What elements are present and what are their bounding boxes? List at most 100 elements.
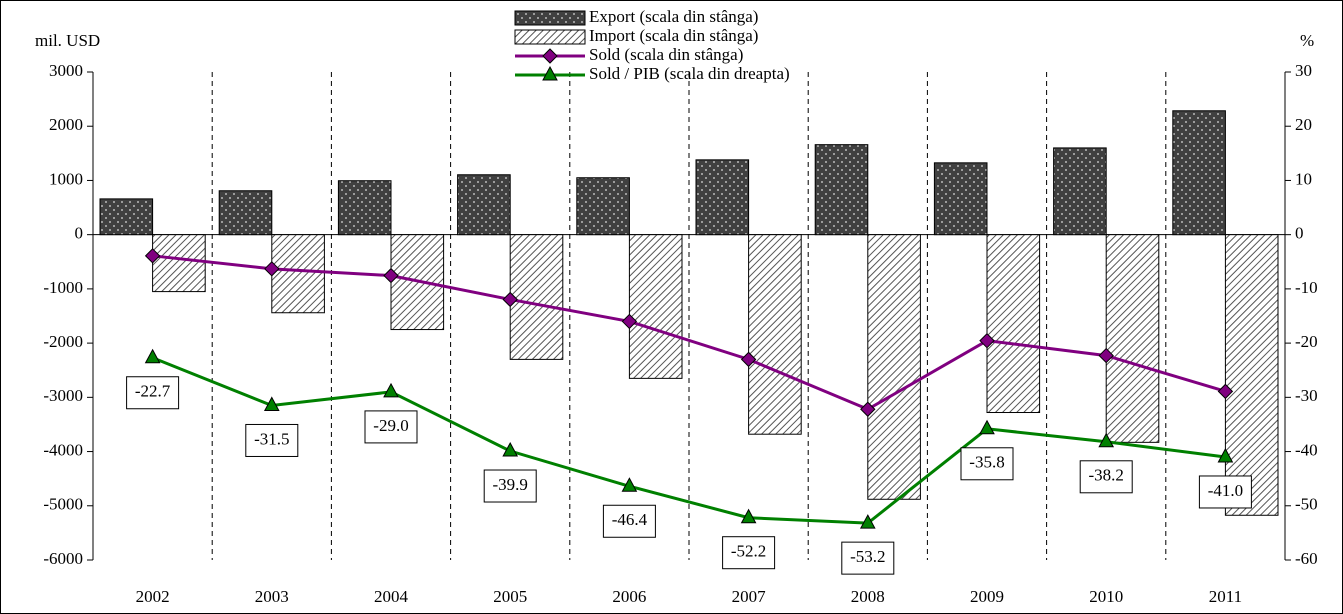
x-tick-label: 2004 xyxy=(374,587,409,606)
marker xyxy=(740,351,757,368)
data-label: -35.8 xyxy=(969,453,1004,472)
bar xyxy=(814,144,869,236)
x-tick-label: 2010 xyxy=(1089,587,1123,606)
legend-label: Sold (scala din stânga) xyxy=(589,45,743,64)
data-label-box xyxy=(1198,475,1252,509)
legend-swatch xyxy=(514,10,586,26)
y-tick-label: 2000 xyxy=(49,115,83,134)
y2-tick-label: 20 xyxy=(1295,115,1312,134)
data-label: -38.2 xyxy=(1088,466,1123,485)
data-label-box xyxy=(364,410,418,444)
x-tick-label: 2011 xyxy=(1209,587,1242,606)
x-tick-label: 2006 xyxy=(612,587,646,606)
legend-swatch xyxy=(514,29,586,45)
marker xyxy=(740,508,757,524)
data-label: -41.0 xyxy=(1208,481,1243,500)
data-label-box xyxy=(245,423,299,457)
x-tick-label: 2007 xyxy=(732,587,767,606)
y-tick-label: -5000 xyxy=(43,495,83,514)
line xyxy=(152,254,1226,411)
marker xyxy=(383,382,399,398)
y2-tick-label: 30 xyxy=(1295,61,1312,80)
y-tick-label: 1000 xyxy=(49,169,83,188)
x-tick-label: 2008 xyxy=(851,587,885,606)
bar xyxy=(271,234,325,314)
data-label: -22.7 xyxy=(135,382,171,401)
data-label-box xyxy=(1079,460,1133,494)
data-label: -31.5 xyxy=(254,429,289,448)
marker xyxy=(383,267,399,284)
data-label-box xyxy=(841,541,895,575)
marker xyxy=(621,477,638,492)
legend-label: Sold / PIB (scala din dreapta) xyxy=(589,64,790,83)
y2-tick-label: -10 xyxy=(1295,278,1318,297)
bar xyxy=(1053,147,1107,236)
marker xyxy=(144,348,161,364)
marker xyxy=(860,401,876,417)
y2-tick-label: -30 xyxy=(1295,386,1318,405)
bar xyxy=(986,234,1041,414)
marker xyxy=(1098,347,1114,364)
y2-tick-label: -60 xyxy=(1295,549,1318,568)
data-label: -53.2 xyxy=(850,547,885,566)
marker xyxy=(1098,432,1115,448)
data-label-box xyxy=(722,536,776,570)
y-tick-label: -6000 xyxy=(43,549,83,568)
marker xyxy=(859,514,876,529)
y-tick-label: -4000 xyxy=(43,440,83,459)
data-label: -46.4 xyxy=(612,510,648,529)
marker xyxy=(1217,383,1234,400)
data-label-box xyxy=(483,469,537,503)
data-label: -29.0 xyxy=(373,416,408,435)
legend-label: Import (scala din stânga) xyxy=(589,26,758,45)
marker xyxy=(502,291,518,308)
bar xyxy=(457,174,511,236)
data-label-box xyxy=(126,376,180,410)
data-label: -39.9 xyxy=(492,475,527,494)
marker xyxy=(621,313,638,330)
bar xyxy=(218,190,273,236)
legend-marker xyxy=(542,65,558,81)
bar xyxy=(576,177,630,236)
bar xyxy=(99,198,154,236)
bar xyxy=(933,162,988,236)
bar xyxy=(337,180,392,236)
legend-marker xyxy=(542,48,558,64)
y2-tick-label: 0 xyxy=(1295,224,1304,243)
y2-tick-label: -50 xyxy=(1295,495,1318,514)
y2-tick-label: -40 xyxy=(1295,440,1318,459)
marker xyxy=(144,248,161,264)
data-label: -52.2 xyxy=(731,542,766,561)
bar xyxy=(1105,234,1160,443)
bar xyxy=(695,159,750,236)
marker xyxy=(979,419,995,435)
legend-label: Export (scala din stânga) xyxy=(589,7,758,26)
y-tick-label: -3000 xyxy=(43,386,83,405)
marker xyxy=(263,396,280,411)
bar xyxy=(748,234,802,435)
bar xyxy=(628,234,683,379)
bar xyxy=(1172,110,1226,236)
y2-axis-label: % xyxy=(1300,31,1314,50)
x-tick-label: 2005 xyxy=(493,587,527,606)
x-tick-label: 2003 xyxy=(255,587,289,606)
bar xyxy=(509,234,564,360)
y-tick-label: -2000 xyxy=(43,332,83,351)
x-tick-label: 2009 xyxy=(970,587,1004,606)
y2-tick-label: 10 xyxy=(1295,169,1312,188)
data-label-box xyxy=(960,447,1014,481)
y-tick-label: -1000 xyxy=(43,278,83,297)
y2-tick-label: -20 xyxy=(1295,332,1318,351)
y-tick-label: 0 xyxy=(75,224,84,243)
x-tick-label: 2002 xyxy=(136,587,170,606)
marker xyxy=(264,261,280,277)
marker xyxy=(979,332,995,349)
y-tick-label: 3000 xyxy=(49,61,83,80)
y-axis-label: mil. USD xyxy=(35,31,100,50)
line xyxy=(152,356,1226,525)
marker xyxy=(1217,447,1234,463)
bar xyxy=(867,234,921,500)
marker xyxy=(502,441,519,457)
bar xyxy=(152,234,206,293)
